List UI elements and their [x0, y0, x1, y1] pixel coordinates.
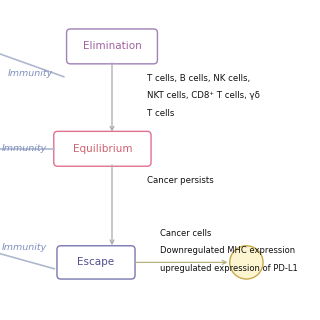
Text: Immunity: Immunity: [8, 69, 53, 78]
Text: Elimination: Elimination: [83, 41, 141, 52]
FancyBboxPatch shape: [57, 246, 135, 279]
Text: Equilibrium: Equilibrium: [73, 144, 132, 154]
FancyBboxPatch shape: [54, 131, 151, 166]
Text: Cancer cells: Cancer cells: [160, 229, 212, 238]
Text: T cells, B cells, NK cells,: T cells, B cells, NK cells,: [147, 74, 250, 83]
Text: NKT cells, CD8⁺ T cells, γδ: NKT cells, CD8⁺ T cells, γδ: [147, 91, 260, 100]
Circle shape: [230, 246, 263, 279]
FancyBboxPatch shape: [67, 29, 157, 64]
Text: upregulated expression of PD-L1: upregulated expression of PD-L1: [160, 264, 298, 273]
Text: Immunity: Immunity: [2, 144, 47, 153]
Text: Immunity: Immunity: [2, 244, 47, 252]
Text: Cancer persists: Cancer persists: [147, 176, 214, 185]
Text: Escape: Escape: [77, 257, 115, 268]
Text: Downregulated MHC expression: Downregulated MHC expression: [160, 246, 295, 255]
Text: T cells: T cells: [147, 109, 175, 118]
